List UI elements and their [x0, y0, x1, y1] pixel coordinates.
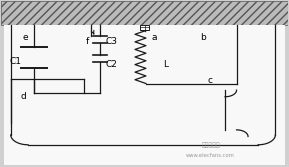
Text: b: b — [201, 33, 206, 42]
Text: www.elecfans.com: www.elecfans.com — [186, 153, 235, 158]
Text: C2: C2 — [106, 60, 118, 69]
Bar — [3, 25, 286, 165]
Text: a: a — [152, 33, 157, 42]
Text: e: e — [22, 33, 28, 42]
Text: C3: C3 — [106, 37, 118, 46]
Text: C1: C1 — [9, 57, 21, 66]
Bar — [1, 1, 288, 25]
Text: f: f — [86, 37, 89, 46]
Text: c: c — [208, 76, 213, 85]
Text: 电子发烧网: 电子发烧网 — [201, 143, 220, 148]
Text: d: d — [21, 92, 27, 101]
Bar — [140, 25, 149, 30]
Text: L: L — [163, 60, 168, 69]
